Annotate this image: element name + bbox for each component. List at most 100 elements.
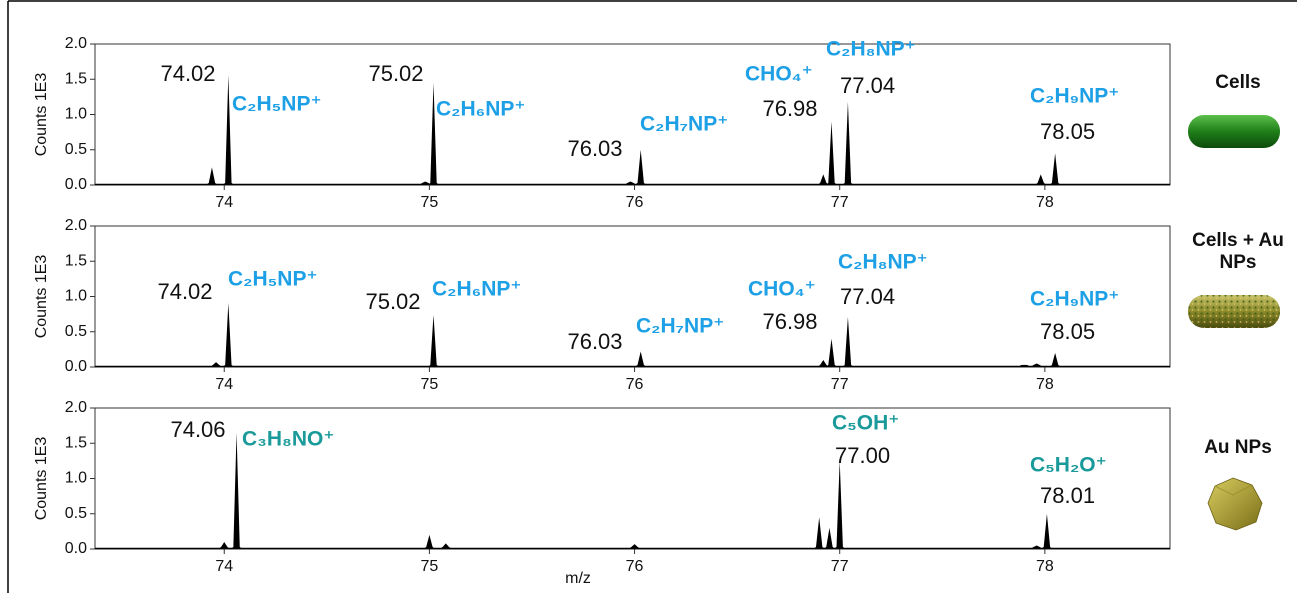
peak-mass: 77.00 (835, 443, 890, 468)
peak (1040, 513, 1054, 549)
x-tick-label: 75 (421, 376, 439, 393)
peak-mass: 77.04 (840, 73, 895, 98)
peak (841, 101, 855, 185)
peak-formula: C₂H₇NP⁺ (640, 113, 728, 136)
peak-mass: 74.02 (157, 279, 212, 304)
peak (439, 543, 453, 549)
peak-mass: 77.04 (840, 284, 895, 309)
peak (817, 359, 830, 367)
x-tick-label: 74 (215, 194, 233, 211)
peak (825, 121, 838, 185)
peak-mass: 75.02 (365, 289, 420, 314)
sample-label: Cells (1215, 72, 1261, 93)
peak (1030, 363, 1043, 367)
y-tick-label: 0.5 (65, 323, 87, 340)
peak-formula: C₂H₉NP⁺ (1030, 288, 1119, 311)
peak (1018, 364, 1031, 367)
y-tick-label: 1.5 (65, 252, 87, 269)
y-axis-label: Counts 1E3 (33, 437, 50, 521)
cell-icon (1188, 115, 1280, 148)
x-tick-label: 78 (1036, 194, 1054, 211)
x-tick-label: 76 (626, 194, 644, 211)
x-tick-label: 74 (215, 376, 233, 393)
y-tick-label: 0.0 (65, 176, 87, 193)
peak (427, 314, 440, 367)
peak-mass: 78.05 (1040, 319, 1095, 344)
peak (823, 527, 836, 549)
x-axis-label: m/z (565, 570, 591, 587)
y-tick-label: 2.0 (65, 399, 87, 416)
peak-formula: C₂H₅NP⁺ (232, 93, 322, 116)
plot-frame (94, 225, 1171, 368)
peak (205, 167, 219, 185)
peak-formula: C₂H₈NP⁺ (838, 251, 928, 274)
peak-formula: C₂H₆NP⁺ (432, 278, 521, 301)
peak (423, 534, 436, 549)
peak-mass: 75.02 (368, 61, 423, 86)
x-tick-label: 78 (1036, 558, 1054, 575)
peak-formula: C₂H₈NP⁺ (826, 38, 916, 61)
peak (427, 82, 440, 185)
peak-formula: C₂H₆NP⁺ (436, 98, 525, 121)
y-axis-label: Counts 1E3 (33, 73, 50, 157)
y-tick-label: 0.0 (65, 358, 87, 375)
y-tick-label: 1.0 (65, 106, 87, 123)
peak-formula: C₂H₇NP⁺ (636, 315, 724, 338)
peak (230, 432, 243, 549)
peak-mass: 76.03 (567, 329, 622, 354)
x-tick-label: 77 (831, 376, 849, 393)
peak-mass: 76.98 (762, 309, 817, 334)
peak-mass: 78.01 (1040, 483, 1095, 508)
peak-formula: C₅OH⁺ (832, 412, 899, 435)
peak (419, 181, 432, 185)
peak (624, 181, 637, 185)
x-tick-label: 78 (1036, 376, 1054, 393)
peak-formula: C₂H₉NP⁺ (1030, 85, 1119, 108)
x-tick-label: 75 (421, 558, 439, 575)
peak (825, 338, 838, 367)
peak-formula: C₅H₂O⁺ (1030, 454, 1107, 477)
y-tick-label: 1.5 (65, 434, 87, 451)
peak-formula: CHO₄⁺ (748, 278, 816, 301)
y-tick-label: 0.5 (65, 505, 87, 522)
peak (634, 149, 647, 185)
peak-mass: 74.02 (160, 61, 215, 86)
y-tick-label: 2.0 (65, 35, 87, 52)
peak (1048, 153, 1062, 185)
x-tick-label: 76 (626, 376, 644, 393)
y-tick-label: 0.5 (65, 141, 87, 158)
x-tick-label: 74 (215, 558, 233, 575)
sample-label: Au NPs (1204, 437, 1272, 458)
peak-formula: C₂H₅NP⁺ (228, 268, 318, 291)
peak (833, 460, 846, 549)
x-tick-label: 77 (831, 194, 849, 211)
y-tick-label: 1.0 (65, 470, 87, 487)
x-tick-label: 75 (421, 194, 439, 211)
peak-mass: 76.03 (567, 136, 622, 161)
peak-mass: 76.98 (762, 96, 817, 121)
y-tick-label: 0.0 (65, 540, 87, 557)
peak (634, 351, 647, 367)
np-facets (1214, 484, 1253, 496)
peak (628, 544, 641, 549)
x-tick-label: 77 (831, 558, 849, 575)
peak-formula: CHO₄⁺ (745, 63, 813, 86)
peak (222, 302, 235, 367)
peak (1048, 352, 1062, 367)
peak (812, 517, 826, 549)
peak (222, 75, 235, 185)
peak-mass: 74.06 (170, 417, 225, 442)
np-icon (1207, 477, 1263, 531)
y-tick-label: 2.0 (65, 217, 87, 234)
peak (841, 316, 855, 367)
y-tick-label: 1.0 (65, 288, 87, 305)
peak (209, 362, 223, 367)
sample-label: Cells + Au NPs (1192, 230, 1284, 273)
y-tick-label: 1.5 (65, 70, 87, 87)
peak (1034, 174, 1047, 185)
y-axis-label: Counts 1E3 (33, 255, 50, 339)
peak-mass: 78.05 (1040, 119, 1095, 144)
cell-np-texture (1188, 295, 1280, 328)
